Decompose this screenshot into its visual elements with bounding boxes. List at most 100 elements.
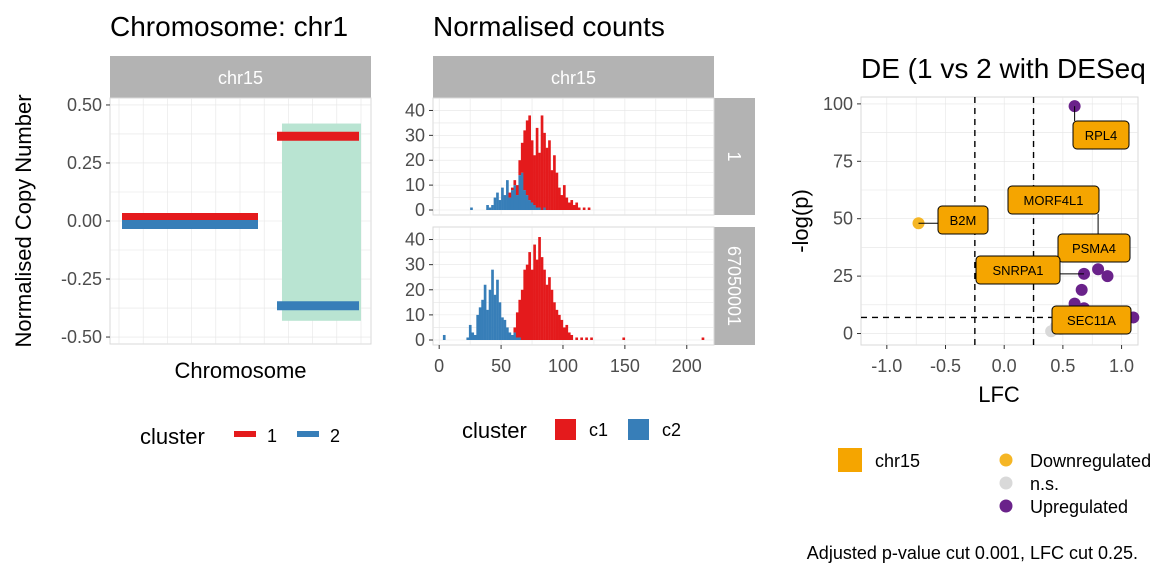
volcano-label-text: B2M — [950, 213, 977, 228]
counts-bar-c1 — [550, 170, 554, 210]
counts-bar-c1 — [548, 277, 551, 340]
volcano-label-text: RPL4 — [1085, 128, 1118, 143]
counts-bar-c1 — [701, 337, 705, 340]
volcano-label-box — [1057, 233, 1131, 263]
counts-bar-c1 — [560, 195, 564, 210]
counts-bar-c2 — [510, 334, 514, 340]
counts-bar-c1 — [582, 207, 586, 210]
volcano-label-box — [975, 255, 1061, 285]
counts-bar-c2 — [503, 319, 507, 340]
counts-bar-c1 — [553, 155, 556, 210]
counts-bar-c1 — [535, 127, 539, 208]
counts-bar-c1 — [575, 337, 579, 340]
cn-y-axis-title: Normalised Copy Number — [11, 94, 36, 347]
counts-bar-c2 — [488, 289, 492, 340]
counts-bar-c2 — [530, 202, 534, 210]
counts-bar-c2 — [471, 332, 475, 340]
counts-bar-c2 — [503, 195, 507, 210]
counts-bar-c2 — [515, 337, 519, 340]
counts-bar-c2 — [496, 192, 499, 210]
counts-bar-c1 — [523, 269, 527, 340]
counts-row-strip-1-label: 1 — [724, 151, 744, 161]
counts-bar-c1 — [562, 327, 566, 340]
counts-bar-c1 — [533, 155, 536, 206]
counts-x-tick-label: 100 — [548, 356, 578, 376]
counts-bar-c2 — [468, 324, 472, 340]
counts-bar-c2 — [510, 190, 514, 210]
volcano-x-tick-label: 0.5 — [1050, 356, 1075, 376]
counts-legend-label-c2: c2 — [662, 420, 681, 440]
volcano-legend-label-ns: n.s. — [1030, 474, 1059, 494]
counts-bar-c1 — [590, 337, 593, 340]
cn-legend-label-2: 2 — [330, 426, 340, 446]
counts-bar-c1 — [587, 207, 591, 210]
volcano-y-tick-label: 25 — [833, 266, 853, 286]
counts-bar-c1 — [555, 309, 559, 340]
cn-y-ticks: 0.50 0.25 0.00 -0.25 -0.50 — [61, 95, 110, 347]
counts-bar-c2 — [515, 195, 519, 210]
counts-bar-c1 — [533, 244, 536, 340]
cn-legend: cluster 1 2 — [140, 424, 340, 449]
counts-bar-c2 — [466, 337, 470, 340]
counts-legend-title: cluster — [462, 418, 527, 443]
volcano-point-upregulated — [1101, 270, 1114, 283]
counts-bar-c1 — [508, 192, 512, 198]
counts-panel-1 — [432, 97, 715, 216]
cn-legend-title: cluster — [140, 424, 205, 449]
counts-legend: cluster c1 c2 — [462, 418, 681, 443]
counts-bar-c2 — [498, 200, 502, 210]
counts-bar-c2 — [506, 327, 509, 340]
volcano-y-tick-label: 100 — [823, 94, 853, 114]
counts-bar-c1 — [545, 147, 549, 210]
volcano-point-upregulated — [1075, 283, 1088, 296]
counts-x-tick-label: 0 — [434, 356, 444, 376]
counts-y-tick-label: 40 — [405, 230, 425, 250]
volcano-label-box — [937, 205, 989, 235]
counts-x-tick-label: 50 — [491, 356, 511, 376]
counts-bar-c1 — [513, 180, 517, 186]
volcano-legend-label-chr15: chr15 — [875, 451, 920, 471]
counts-bar-c1 — [540, 257, 544, 340]
counts-bar-c1 — [580, 337, 583, 340]
volcano-x-tick-label: -1.0 — [871, 356, 902, 376]
counts-y-tick-label: 30 — [405, 255, 425, 275]
volcano-axes: 100 75 50 25 0 -1.0 -0.5 0.0 0.5 1.0 — [823, 94, 1134, 376]
volcano-y-tick-label: 75 — [833, 151, 853, 171]
volcano-label-box — [1007, 185, 1100, 215]
counts-bar-c1 — [518, 160, 522, 176]
counts-bar-c1 — [567, 332, 571, 340]
counts-y-tick-label: 0 — [415, 330, 425, 350]
volcano-caption: Adjusted p-value cut 0.001, LFC cut 0.25… — [807, 543, 1138, 563]
counts-bar-c2 — [498, 302, 502, 340]
counts-y-tick-label: 40 — [405, 100, 425, 120]
cn-y-tick-label: -0.25 — [61, 269, 102, 289]
cn-legend-label-1: 1 — [267, 426, 277, 446]
counts-bar-c1 — [570, 334, 574, 340]
counts-bar-c2 — [478, 307, 482, 340]
counts-bar-c1 — [545, 284, 549, 340]
counts-y-tick-label: 10 — [405, 175, 425, 195]
volcano-x-tick-label: -0.5 — [930, 356, 961, 376]
volcano-title: DE (1 vs 2 with DESeq — [861, 53, 1146, 84]
cn-legend-key-2 — [297, 431, 319, 437]
volcano-label-text: MORF4L1 — [1024, 193, 1084, 208]
counts-bar-c2 — [501, 187, 504, 210]
cn-y-tick-label: 0.25 — [67, 153, 102, 173]
counts-y-tick-label: 10 — [405, 305, 425, 325]
volcano-label-text: PSMA4 — [1072, 241, 1116, 256]
counts-bar-c1 — [538, 152, 541, 208]
volcano-point-upregulated — [1092, 263, 1105, 276]
counts-bar-c1 — [548, 140, 551, 210]
counts-bar-c1 — [543, 269, 546, 340]
counts-bar-c2 — [525, 195, 529, 210]
counts-bar-c1 — [528, 115, 531, 201]
counts-bar-c2 — [506, 180, 509, 210]
counts-x-tick-label: 200 — [672, 356, 702, 376]
counts-bar-c1 — [510, 187, 514, 191]
copy-number-chart: Chromosome: chr1 chr15 0.50 0.25 0.00 -0.25… — [11, 11, 372, 449]
counts-bar-c1 — [553, 302, 556, 340]
cn-y-tick-label: 0.50 — [67, 95, 102, 115]
counts-bar-c1 — [523, 130, 527, 191]
counts-bar-c2 — [543, 207, 546, 210]
volcano-y-tick-label: 0 — [843, 324, 853, 344]
